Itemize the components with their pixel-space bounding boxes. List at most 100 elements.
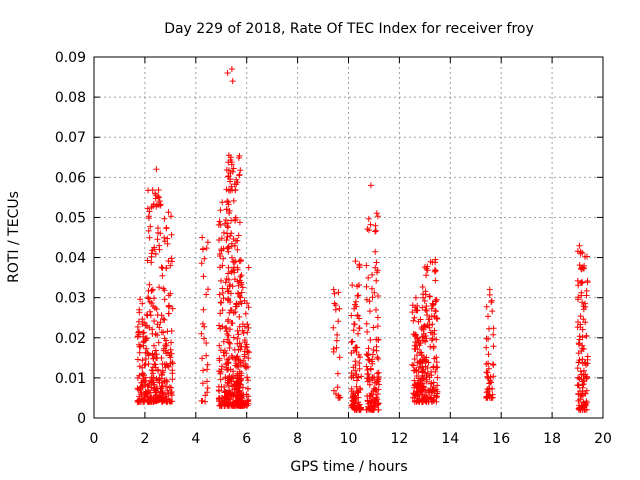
data-point (160, 315, 167, 322)
data-point (351, 321, 357, 327)
x-tick-label: 6 (242, 431, 251, 447)
data-point (139, 395, 146, 402)
data-point (140, 333, 146, 340)
data-point (145, 213, 152, 220)
data-point (370, 324, 377, 331)
data-point (413, 373, 420, 379)
data-point (165, 292, 172, 299)
data-point (168, 384, 175, 391)
data-point (414, 335, 421, 342)
data-point (374, 391, 381, 397)
data-point (358, 373, 365, 380)
data-point (417, 350, 423, 356)
data-point (158, 372, 165, 379)
data-point (365, 371, 372, 378)
y-tick-label: 0.07 (55, 130, 86, 146)
y-tick-label: 0.02 (55, 331, 86, 347)
data-point (350, 374, 357, 381)
data-point (224, 223, 231, 229)
data-point (238, 289, 245, 296)
data-point (411, 377, 418, 384)
data-point (575, 341, 582, 348)
data-point (363, 283, 370, 290)
data-point (354, 313, 361, 319)
data-point (432, 267, 439, 274)
data-point (580, 346, 587, 352)
data-point (139, 370, 146, 377)
data-point (420, 323, 427, 330)
data-point (148, 300, 155, 306)
data-point (159, 367, 166, 374)
data-point (164, 328, 171, 335)
data-point (375, 293, 381, 299)
data-point (364, 226, 371, 232)
data-point (233, 181, 240, 188)
data-point (427, 395, 434, 402)
data-point (488, 299, 495, 306)
data-point (352, 395, 359, 401)
data-point (431, 331, 438, 338)
data-point (433, 315, 440, 321)
data-point (335, 318, 342, 325)
data-point (422, 306, 429, 313)
data-point (198, 330, 205, 337)
data-point (374, 323, 381, 330)
data-point (373, 277, 380, 284)
data-point (134, 356, 141, 363)
data-point (236, 384, 243, 391)
data-point (242, 310, 249, 317)
data-point (230, 197, 237, 204)
data-point (202, 398, 209, 405)
data-point (421, 322, 428, 329)
data-point (355, 330, 361, 337)
data-point (375, 400, 382, 407)
data-point (423, 378, 430, 385)
data-point (151, 361, 158, 368)
data-point (583, 375, 590, 381)
data-point (163, 395, 170, 402)
data-point (237, 167, 244, 174)
data-point (229, 78, 236, 85)
data-point (241, 297, 248, 304)
data-point (424, 365, 431, 371)
data-point (155, 339, 162, 346)
data-point (228, 183, 235, 190)
data-point (367, 308, 373, 315)
data-point (230, 236, 237, 242)
data-point (244, 321, 251, 328)
data-point (413, 307, 420, 314)
data-point (152, 195, 159, 202)
data-point (147, 308, 153, 315)
data-point (426, 389, 433, 396)
data-point (356, 325, 363, 332)
data-point (152, 330, 159, 337)
data-point (139, 384, 146, 391)
data-point (431, 355, 438, 362)
data-point (227, 233, 234, 239)
data-point (220, 255, 227, 262)
data-point (236, 172, 243, 179)
data-point (348, 312, 355, 319)
data-point (356, 261, 363, 268)
data-point (352, 344, 359, 351)
data-point (233, 354, 240, 361)
data-point (234, 278, 241, 285)
data-point (204, 389, 211, 396)
data-point (156, 284, 163, 291)
data-point (413, 366, 420, 373)
data-point (229, 320, 236, 327)
data-point (228, 66, 235, 72)
data-point (155, 187, 162, 193)
data-point (580, 381, 587, 388)
data-point (483, 344, 490, 351)
data-point (216, 342, 223, 349)
data-point (221, 388, 228, 394)
data-point (199, 380, 206, 387)
data-point (146, 234, 153, 241)
data-point (150, 355, 157, 362)
data-point (434, 315, 441, 322)
data-point (144, 382, 151, 389)
data-point (235, 331, 242, 338)
data-point (227, 340, 234, 347)
data-point (428, 305, 435, 312)
